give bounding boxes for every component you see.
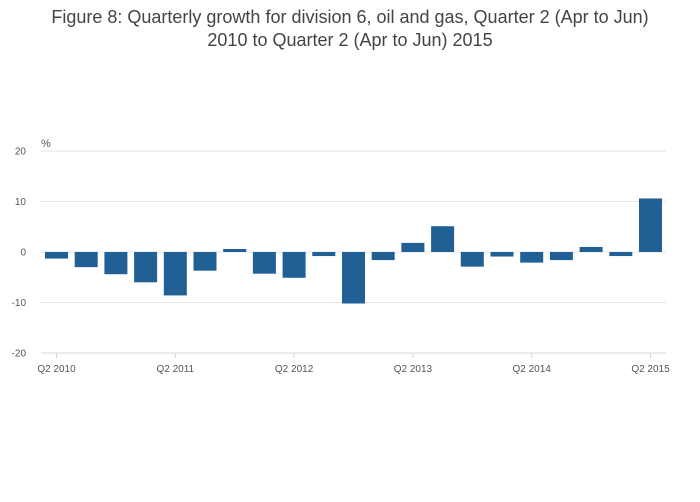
bar-q4-2014: [579, 246, 603, 252]
y-tick-label: -10: [12, 298, 27, 309]
bar-q4-2012: [342, 252, 365, 304]
bar-q1-2011: [134, 252, 158, 283]
chart-title-line-2: 2010 to Quarter 2 (Apr to Jun) 2015: [207, 30, 493, 50]
bar-q3-2012: [312, 252, 336, 257]
bar-q3-2013: [431, 226, 455, 252]
bar-q2-2014: [520, 252, 544, 263]
y-tick-label: -20: [12, 349, 27, 360]
y-axis-ticks: -20 -10 0 10 20: [12, 147, 27, 360]
bar-q3-2014: [549, 252, 573, 261]
bars: [45, 198, 662, 304]
bar-q1-2012: [252, 252, 276, 274]
bar-q2-2015: [639, 198, 662, 252]
bar-q2-2012: [282, 252, 306, 278]
bar-q1-2013: [371, 252, 395, 261]
x-tick-label: Q2 2013: [394, 364, 433, 375]
bar-q3-2011: [193, 252, 217, 271]
chart-title-line-1: Figure 8: Quarterly growth for division …: [51, 7, 649, 27]
bar-q1-2014: [490, 252, 514, 257]
bar-q2-2010: [45, 252, 68, 259]
x-tick-label: Q2 2014: [513, 364, 552, 375]
y-tick-label: 20: [15, 147, 27, 158]
x-tick-label: Q2 2010: [37, 364, 76, 375]
bar-q2-2013: [401, 242, 425, 252]
bar-q4-2011: [223, 248, 247, 252]
x-tick-label: Q2 2012: [275, 364, 314, 375]
x-tick-label: Q2 2015: [631, 364, 670, 375]
y-tick-label: 10: [15, 197, 27, 208]
bar-q1-2015: [609, 252, 633, 257]
bar-q4-2013: [460, 252, 484, 267]
x-axis-ticks: Q2 2010 Q2 2011 Q2 2012 Q2 2013 Q2 2014 Q2 20…: [37, 353, 670, 375]
bar-q2-2011: [163, 252, 187, 296]
y-tick-label: 0: [20, 248, 26, 259]
bar-q3-2010: [74, 252, 98, 268]
x-tick-label: Q2 2011: [156, 364, 194, 375]
bar-q4-2010: [104, 252, 128, 275]
chart-title: Figure 8: Quarterly growth for division …: [0, 6, 700, 52]
y-axis-unit-label: %: [41, 138, 51, 150]
